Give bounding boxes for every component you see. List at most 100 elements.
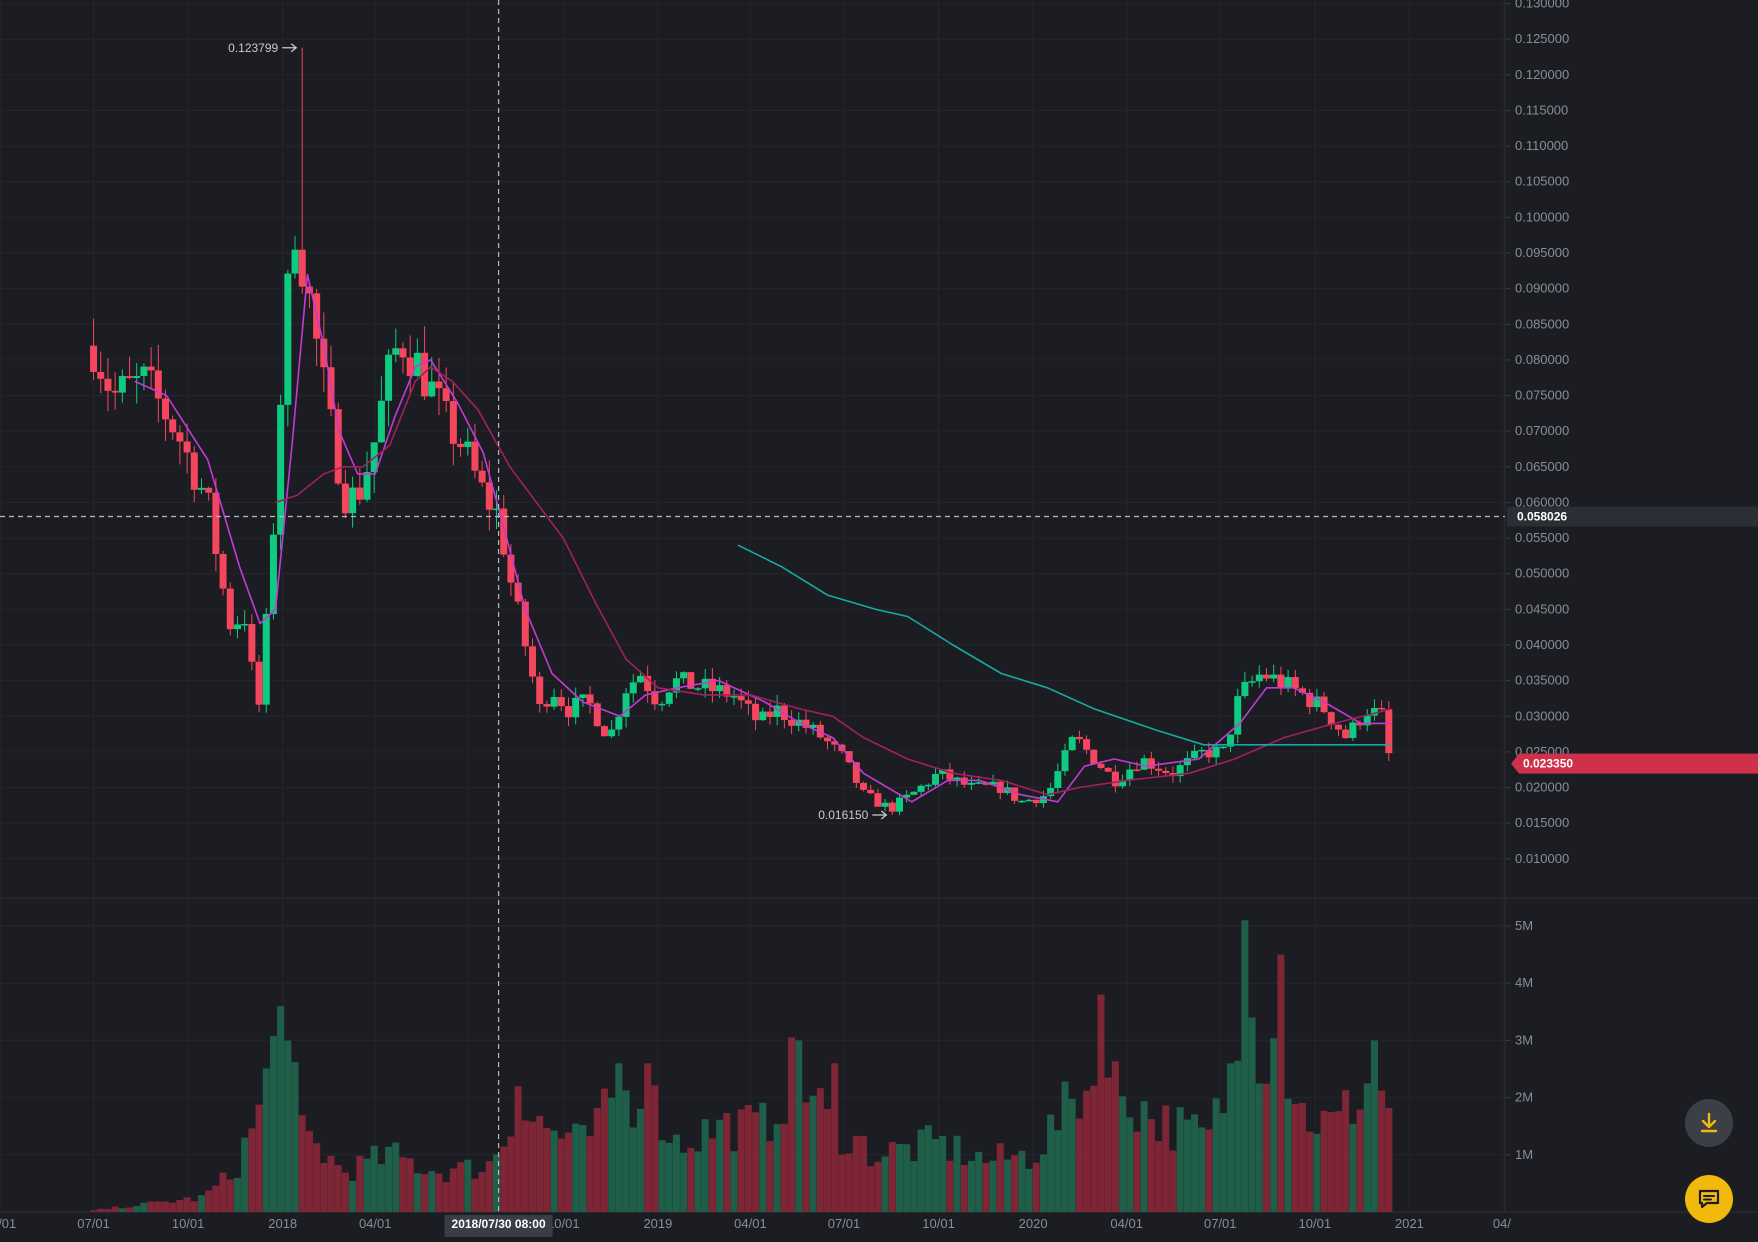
candle-down [737,696,745,701]
candle-down [543,704,551,707]
volume-bar-up [377,1164,385,1212]
volume-bar-up [1255,1083,1263,1212]
volume-bar-down [1133,1131,1141,1212]
volume-bar-up [1191,1114,1199,1212]
candle-down [147,366,155,371]
volume-bar-up [1241,920,1249,1212]
volume-bar-down [600,1088,608,1212]
download-icon [1700,1112,1718,1133]
volume-bar-up [622,1090,630,1212]
candle-down [802,719,810,728]
candle-down [435,381,443,389]
volume-bar-up [931,1139,939,1212]
candle-up [881,802,889,807]
candle-down [1327,712,1335,725]
volume-bar-down [860,1136,868,1212]
price-tick-label: 0.085000 [1515,316,1569,331]
candle-down [824,737,832,742]
volume-bar-down [212,1185,220,1212]
candle-up [1363,715,1371,726]
volume-bar-down [169,1202,177,1212]
candle-up [118,376,126,393]
candle-down [248,624,256,662]
candles [90,47,1393,816]
volume-bar-down [1162,1105,1170,1212]
candle-down [946,769,954,780]
volume-tick-label: 3M [1515,1032,1533,1047]
volume-bar-up [1349,1123,1357,1212]
candle-up [910,791,918,795]
volume-bar-up [1003,1159,1011,1212]
volume-bar-down [752,1112,760,1212]
candle-up [363,472,371,500]
volume-bar-down [1147,1119,1155,1212]
volume-bar-up [903,1144,911,1212]
candle-down [1385,709,1393,754]
candle-down [521,601,529,647]
candle-up [1284,677,1292,689]
candle-down [831,741,839,745]
candle-up [277,404,285,535]
volume-bar-up [572,1123,580,1212]
volume-bar-down [1083,1090,1091,1212]
volume-bar-up [1313,1133,1321,1212]
volume-bar-down [529,1121,537,1212]
chat-icon [1698,1189,1720,1209]
candle-up [1191,750,1199,759]
volume-tick-label: 1M [1515,1147,1533,1162]
ma-fast-line [134,273,1391,803]
price-tick-label: 0.120000 [1515,67,1569,82]
candle-down [478,470,486,483]
candle-down [860,782,868,790]
download-button[interactable] [1685,1099,1733,1147]
candle-up [989,781,997,785]
volume-bar-up [1234,1060,1242,1212]
price-tick-label: 0.130000 [1515,0,1569,11]
volume-bar-down [687,1147,695,1212]
volume-bar-down [183,1197,191,1212]
volume-bar-up [363,1158,371,1212]
candle-down [816,724,824,738]
crosshair-time-box [444,1215,553,1237]
volume-bar-down [485,1161,493,1212]
volume-bar-up [1061,1081,1069,1212]
candle-down [766,711,774,717]
volume-bar-down [802,1102,810,1212]
candle-up [658,703,666,706]
chat-button[interactable] [1685,1175,1733,1223]
candle-down [1277,674,1285,689]
candle-down [600,726,608,737]
candle-down [593,703,601,727]
candle-down [1104,767,1112,772]
candle-up [1270,674,1278,679]
price-tick-label: 0.040000 [1515,637,1569,652]
volume-bar-down [780,1123,788,1212]
time-tick-label: 10/01 [547,1216,580,1231]
candle-down [169,419,177,433]
volume-bar-up [701,1119,709,1212]
volume-bar-up [759,1102,767,1212]
candle-down [406,357,414,377]
volume-bar-down [226,1179,234,1212]
volume-bar-up [1363,1083,1371,1212]
candle-down [1083,739,1091,750]
candle-up [1349,722,1357,739]
price-tick-label: 0.070000 [1515,423,1569,438]
volume-bar-up [370,1145,378,1212]
candle-up [464,441,472,448]
volume-bar-up [392,1142,400,1212]
price-axis: 0.0100000.0150000.0200000.0250000.030000… [1505,0,1569,866]
volume-bar-down [543,1128,551,1212]
volume-bar-up [1198,1127,1206,1212]
candle-up [428,381,436,397]
volume-bar-down [788,1037,796,1212]
candle-down [1011,787,1019,801]
time-tick-label: 2020 [1019,1216,1048,1231]
candle-down [162,398,170,420]
grid-lines [0,0,1758,1213]
volume-bar-down [514,1086,522,1212]
candle-up [1248,681,1256,683]
price-tick-label: 0.055000 [1515,530,1569,545]
price-tick-label: 0.030000 [1515,708,1569,723]
